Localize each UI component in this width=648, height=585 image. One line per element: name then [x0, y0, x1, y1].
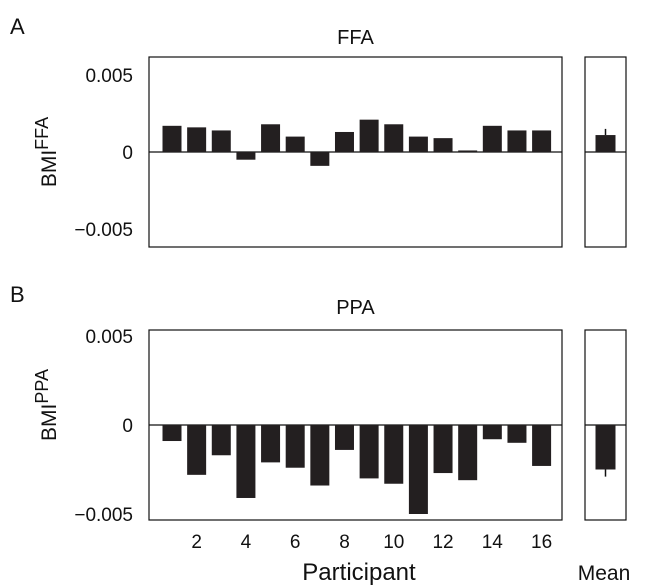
y-tick-label: −0.005 [74, 505, 133, 526]
bar-participant-4 [236, 425, 256, 498]
panel-letter: B [10, 282, 25, 307]
bar-participant-3 [211, 425, 231, 456]
y-axis-label-superscript: PPA [32, 369, 52, 404]
bar-participant-8 [334, 131, 354, 152]
y-tick-label: 0 [122, 143, 133, 164]
y-tick-label: 0.005 [85, 327, 133, 348]
x-axis-label: Participant [302, 559, 416, 585]
x-tick-label: 14 [482, 532, 504, 553]
panel-title: FFA [337, 27, 374, 49]
x-tick-label: 2 [191, 532, 202, 553]
bar-participant-2 [187, 425, 207, 475]
bar-participant-10 [384, 124, 404, 152]
y-axis-label-main: BMI [38, 150, 61, 187]
x-tick-label: 12 [432, 532, 453, 553]
bar-participant-13 [458, 150, 478, 152]
bar-participant-4 [236, 152, 256, 160]
bar-participant-16 [532, 130, 552, 152]
y-axis-label-main: BMI [38, 404, 61, 441]
bar-participant-5 [261, 124, 281, 152]
bar-participant-5 [261, 425, 281, 463]
bar-participant-9 [359, 425, 379, 479]
bar-participant-13 [458, 425, 478, 481]
bar-participant-15 [507, 425, 527, 443]
mean-label: Mean [578, 562, 631, 585]
x-tick-label: 8 [339, 532, 350, 553]
bar-participant-1 [162, 125, 182, 152]
mean-bar [595, 425, 616, 470]
bar-participant-7 [310, 152, 330, 166]
x-tick-label: 6 [290, 532, 301, 553]
bar-participant-11 [408, 425, 428, 514]
bar-participant-16 [532, 425, 552, 466]
bar-participant-6 [285, 425, 305, 468]
y-tick-label: −0.005 [74, 220, 133, 241]
bar-participant-14 [482, 125, 502, 152]
panel-letter: A [10, 14, 25, 39]
bar-participant-15 [507, 130, 527, 152]
x-tick-label: 4 [241, 532, 252, 553]
y-tick-label: 0 [122, 416, 133, 437]
x-tick-label: 16 [531, 532, 552, 553]
bar-participant-9 [359, 119, 379, 152]
bar-participant-6 [285, 136, 305, 152]
mean-bar [595, 135, 616, 152]
bar-participant-12 [433, 425, 453, 474]
bar-participant-11 [408, 136, 428, 152]
bar-participant-14 [482, 425, 502, 440]
bar-participant-1 [162, 425, 182, 442]
panel-title: PPA [336, 297, 375, 319]
bar-participant-7 [310, 425, 330, 486]
y-axis-label-superscript: FFA [32, 117, 52, 150]
x-tick-label: 10 [383, 532, 404, 553]
bar-participant-2 [187, 127, 207, 152]
y-axis-label: BMIPPA [32, 369, 61, 441]
bar-participant-8 [334, 425, 354, 450]
bar-participant-10 [384, 425, 404, 484]
bar-participant-12 [433, 138, 453, 152]
bar-participant-3 [211, 130, 231, 152]
y-tick-label: 0.005 [85, 66, 133, 87]
y-axis-label: BMIFFA [32, 117, 61, 187]
